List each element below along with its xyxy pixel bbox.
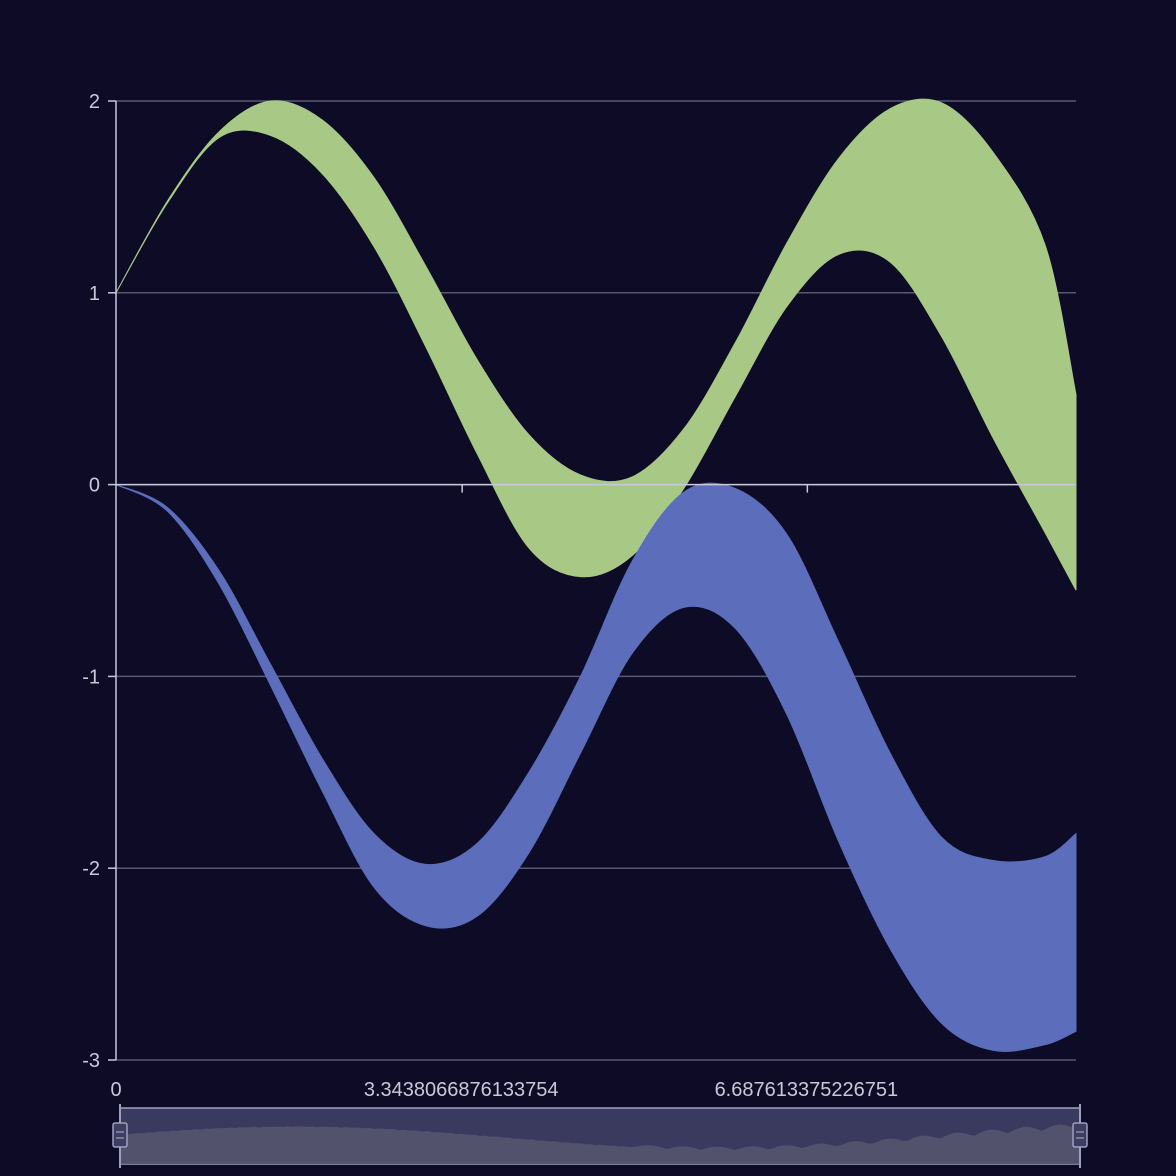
x-tick-labels: 0 3.3438066876133754 6.687613375226751	[110, 1079, 898, 1101]
axes	[115, 101, 1076, 1060]
x-tick-label: 3.3438066876133754	[364, 1079, 559, 1101]
zoom-handle-grip[interactable]	[112, 1122, 128, 1148]
series-2-band	[115, 482, 1077, 1052]
y-tick-labels: 2 1 0 -1 -2 -3	[82, 91, 100, 1072]
x-tick-label: 0	[110, 1079, 121, 1101]
data-zoom-slider[interactable]	[112, 1104, 1088, 1168]
y-tick-label: 1	[89, 283, 100, 305]
series-areas	[115, 98, 1077, 1052]
zoom-handle-left[interactable]	[112, 1104, 128, 1168]
y-tick-label: 2	[89, 91, 100, 113]
y-tick-label: -3	[82, 1050, 100, 1072]
y-tick-label: -2	[82, 858, 100, 880]
series-1-band	[115, 98, 1077, 591]
zoom-handle-grip[interactable]	[1072, 1122, 1088, 1148]
zoom-handle-right[interactable]	[1072, 1104, 1088, 1168]
zoom-overview-area	[120, 1124, 1080, 1164]
y-tick-label: 0	[89, 475, 100, 497]
x-tick-label: 6.687613375226751	[715, 1079, 899, 1101]
y-tick-label: -1	[82, 666, 100, 688]
